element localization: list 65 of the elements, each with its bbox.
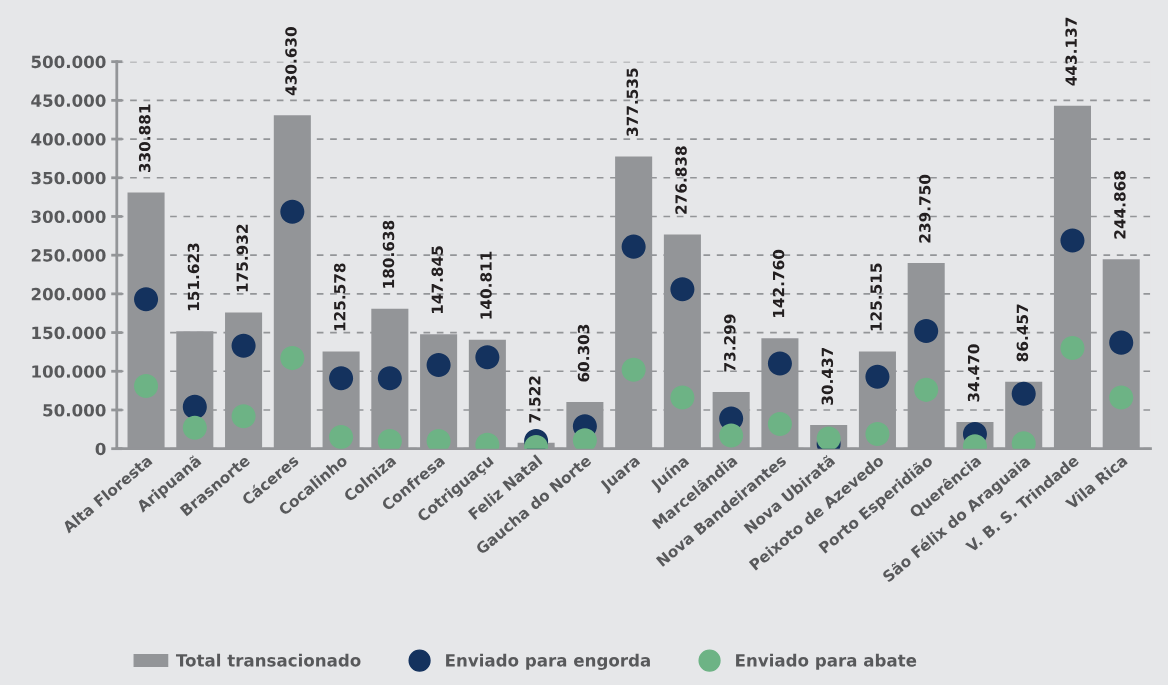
y-tick-label: 100.000: [32, 365, 106, 378]
data-label: 125.578: [333, 263, 346, 331]
point: [914, 377, 939, 402]
point: [1109, 330, 1134, 355]
data-label: 86.457: [1016, 304, 1029, 362]
point: [426, 353, 451, 378]
data-label: 244.868: [1114, 171, 1126, 239]
data-label: 30.437: [821, 347, 834, 405]
point: [1011, 381, 1036, 406]
y-tick-label: 500.000: [31, 55, 106, 69]
point: [134, 373, 159, 398]
point: [182, 415, 207, 440]
point: [475, 345, 500, 370]
point: [621, 357, 646, 382]
data-label: 140.811: [480, 251, 492, 319]
data-label: 175.932: [236, 224, 249, 292]
y-tick-label: 400.000: [31, 133, 106, 146]
data-label: 7.522: [529, 376, 541, 423]
data-label: 147.845: [431, 246, 444, 314]
point: [816, 426, 841, 449]
point: [670, 277, 695, 302]
data-label: 73.299: [724, 314, 736, 372]
data-label: 239.750: [919, 174, 931, 243]
point: [1060, 336, 1085, 361]
point: [719, 423, 744, 448]
point: [134, 287, 159, 312]
point: [280, 199, 305, 224]
y-tick-label: 300.000: [31, 210, 106, 224]
point: [767, 351, 792, 376]
data-label: 34.470: [967, 344, 980, 402]
point: [1109, 385, 1134, 410]
y-tick-label: 50.000: [43, 403, 106, 417]
data-label: 151.623: [187, 243, 200, 311]
data-label: 276.838: [675, 146, 687, 214]
point: [621, 234, 646, 259]
point: [231, 333, 256, 358]
point: [329, 366, 354, 391]
point: [280, 346, 305, 371]
point: [182, 394, 207, 419]
y-tick-label: 200.000: [31, 287, 106, 301]
legend-label: Total transacionado: [175, 653, 361, 667]
data-label: 377.535: [626, 68, 639, 136]
point: [767, 411, 792, 436]
data-label: 430.630: [285, 27, 297, 96]
data-label: 60.303: [577, 324, 590, 382]
y-tick-label: 0: [95, 442, 106, 456]
data-label: 330.881: [138, 104, 151, 173]
y-tick-label: 250.000: [31, 249, 106, 262]
y-tick-label: 450.000: [31, 94, 106, 107]
legend-label: Enviado para engorda: [446, 653, 650, 670]
point: [865, 364, 890, 389]
point: [670, 385, 695, 410]
data-label: 443.137: [1065, 17, 1077, 86]
point: [865, 421, 890, 446]
data-label: 125.515: [870, 263, 882, 331]
point: [231, 404, 256, 429]
point: [914, 318, 939, 344]
data-label: 180.638: [382, 220, 395, 288]
point: [1060, 228, 1085, 253]
point: [329, 425, 354, 449]
point: [377, 366, 402, 391]
y-tick-label: 150.000: [32, 326, 106, 340]
legend-label: Enviado para abate: [736, 653, 917, 670]
y-tick-label: 350.000: [31, 171, 106, 185]
data-label: 142.760: [772, 249, 785, 317]
